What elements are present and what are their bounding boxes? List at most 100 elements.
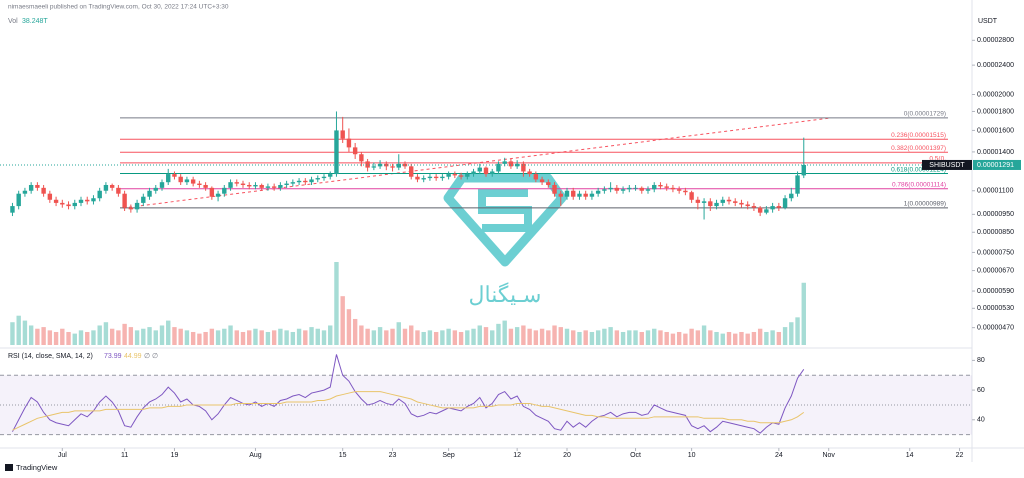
volume-bar xyxy=(421,331,426,345)
candle-body xyxy=(172,174,177,177)
volume-bar xyxy=(602,328,607,345)
candle-body xyxy=(502,161,507,164)
candle-body xyxy=(66,204,71,207)
volume-bar xyxy=(147,327,152,345)
y-tick-label: 0.00000590 xyxy=(977,288,1014,295)
candle-body xyxy=(365,161,370,168)
candle-body xyxy=(147,190,152,197)
candle-body xyxy=(222,187,227,194)
candle-body xyxy=(253,184,258,187)
price-label: 0.00001291 xyxy=(977,162,1014,169)
candle-body xyxy=(670,187,676,190)
volume-bar xyxy=(627,330,632,345)
volume-bar xyxy=(533,330,539,345)
price-tag xyxy=(973,159,1021,170)
fib-label: 0.382(0.00001397) xyxy=(891,145,946,152)
volume-bar xyxy=(284,330,289,345)
volume-bar xyxy=(402,328,408,345)
volume-bar xyxy=(496,323,501,345)
volume-bar xyxy=(608,327,613,345)
candle-body xyxy=(359,154,364,162)
candle-body xyxy=(614,187,620,191)
candle-body xyxy=(60,202,65,205)
candle-body xyxy=(141,196,146,203)
volume-bar xyxy=(16,315,21,345)
candle-body xyxy=(159,182,165,188)
volume-bar xyxy=(583,330,588,345)
volume-bar xyxy=(172,327,177,345)
candle-body xyxy=(527,171,532,175)
volume-bar xyxy=(234,330,239,345)
volume-bar xyxy=(91,330,96,345)
candle-body xyxy=(409,166,414,177)
volume-bar xyxy=(109,328,115,345)
candle-body xyxy=(284,183,289,185)
volume-bar xyxy=(633,330,638,345)
y-tick-label: 0.00000670 xyxy=(977,267,1014,274)
candle-body xyxy=(421,178,426,180)
volume-bar xyxy=(340,296,345,345)
volume-bar xyxy=(458,331,464,345)
candle-body xyxy=(377,163,383,167)
volume-bar xyxy=(471,328,476,345)
volume-bar xyxy=(527,328,532,345)
candle-body xyxy=(259,184,264,188)
candle-body xyxy=(471,171,476,175)
x-tick-label: 10 xyxy=(688,452,696,459)
volume-bar xyxy=(390,328,395,345)
candle-body xyxy=(589,193,595,197)
volume-bar xyxy=(446,328,451,345)
candle-body xyxy=(795,175,800,194)
volume-bar xyxy=(222,328,227,345)
volume-bar xyxy=(166,320,171,345)
candle-body xyxy=(371,166,377,168)
candle-body xyxy=(22,190,28,194)
candle-body xyxy=(340,130,345,139)
volume-bar xyxy=(97,325,102,345)
candle-body xyxy=(265,186,271,188)
volume-bar xyxy=(757,328,763,345)
y-tick-label: 0.00000850 xyxy=(977,229,1014,236)
volume-bar xyxy=(240,331,246,345)
volume-bar xyxy=(589,331,595,345)
rsi-line xyxy=(12,354,805,434)
symbol-label: SHIBUSDT xyxy=(929,162,965,169)
candle-body xyxy=(166,174,171,183)
x-tick-label: 24 xyxy=(775,452,783,459)
candle-body xyxy=(91,198,96,202)
volume-bar xyxy=(66,331,71,345)
x-tick-label: 23 xyxy=(389,452,397,459)
volume-bar xyxy=(10,322,15,345)
candle-body xyxy=(521,163,526,172)
y-tick-label: 60 xyxy=(977,387,985,394)
rsi-line xyxy=(12,391,805,431)
volume-bar xyxy=(128,327,134,345)
candle-body xyxy=(346,138,352,148)
candle-body xyxy=(483,167,489,175)
fib-label: 0.786(0.00001114) xyxy=(892,181,946,188)
volume-bar xyxy=(116,330,121,345)
candle-body xyxy=(446,174,451,177)
volume-bar xyxy=(733,333,738,345)
candle-body xyxy=(209,187,215,197)
candle-body xyxy=(28,184,34,191)
candle-body xyxy=(215,193,221,197)
candle-body xyxy=(72,202,77,207)
volume-bar xyxy=(47,330,53,345)
volume-bar xyxy=(689,328,694,345)
candle-body xyxy=(745,204,750,207)
volume-bar xyxy=(676,331,682,345)
volume-bar xyxy=(539,328,545,345)
volume-bar xyxy=(614,330,620,345)
volume-bar xyxy=(652,328,657,345)
volume-bar xyxy=(377,327,383,345)
volume-bar xyxy=(639,331,644,345)
candle-body xyxy=(35,184,40,188)
volume-bar xyxy=(745,333,750,345)
candle-body xyxy=(558,193,563,197)
volume-bar xyxy=(53,331,59,345)
candle-body xyxy=(103,184,109,191)
volume-bar xyxy=(321,330,327,345)
candle-body xyxy=(720,199,725,203)
